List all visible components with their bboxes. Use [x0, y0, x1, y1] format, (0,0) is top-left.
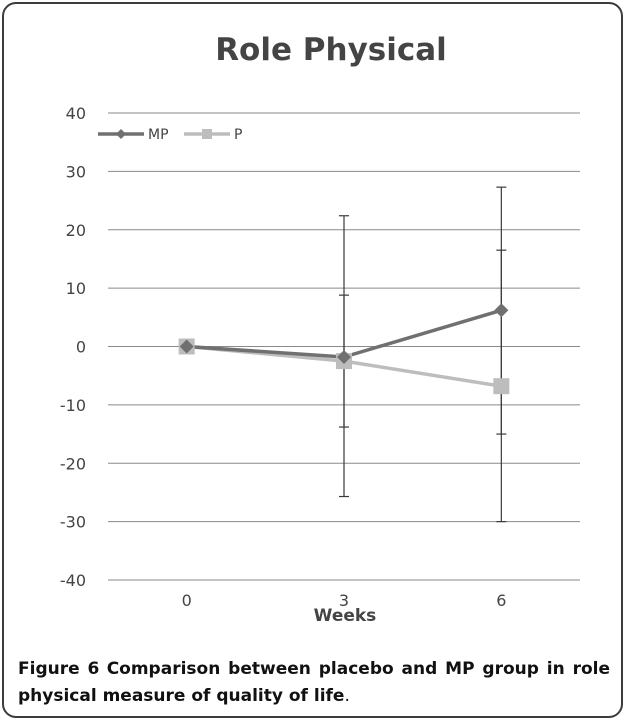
caption-end: .	[344, 686, 350, 706]
legend-marker-mp	[116, 129, 126, 139]
caption-lead: Figure 6	[18, 659, 100, 679]
marker-mp	[337, 350, 351, 365]
y-tick-label: 0	[76, 338, 86, 357]
y-tick-label: -40	[60, 571, 86, 590]
y-tick-label: 10	[66, 279, 86, 298]
series-markers	[178, 303, 510, 395]
legend-label-mp: MP	[148, 127, 169, 143]
error-bars	[339, 186, 507, 523]
x-axis-label: Weeks	[314, 606, 377, 626]
figure-caption: Figure 6 Comparison between placebo and …	[18, 656, 610, 710]
chart-title: Role Physical	[215, 32, 447, 68]
legend-label-p: P	[234, 127, 242, 143]
legend-marker-p	[202, 129, 212, 139]
x-tick-label: 6	[496, 591, 506, 610]
marker-mp	[179, 339, 194, 354]
marker-p	[493, 378, 510, 395]
x-tick-labels: 0 3 6	[182, 591, 507, 610]
x-tick-label: 3	[339, 591, 349, 610]
y-tick-label: 20	[66, 221, 86, 240]
x-tick-label: 0	[182, 591, 192, 610]
y-tick-label: -30	[60, 513, 86, 532]
y-tick-label: 40	[66, 104, 86, 123]
y-tick-labels: 40 30 20 10 0 -10 -20 -30 -40	[60, 104, 86, 590]
y-tick-label: -20	[60, 454, 86, 473]
figure-frame	[2, 2, 623, 718]
legend: MP P	[98, 127, 242, 143]
y-tick-label: -10	[60, 396, 86, 415]
y-tick-label: 30	[66, 162, 86, 181]
caption-text: Comparison between placebo and MP group …	[18, 659, 610, 706]
marker-mp	[494, 303, 509, 318]
